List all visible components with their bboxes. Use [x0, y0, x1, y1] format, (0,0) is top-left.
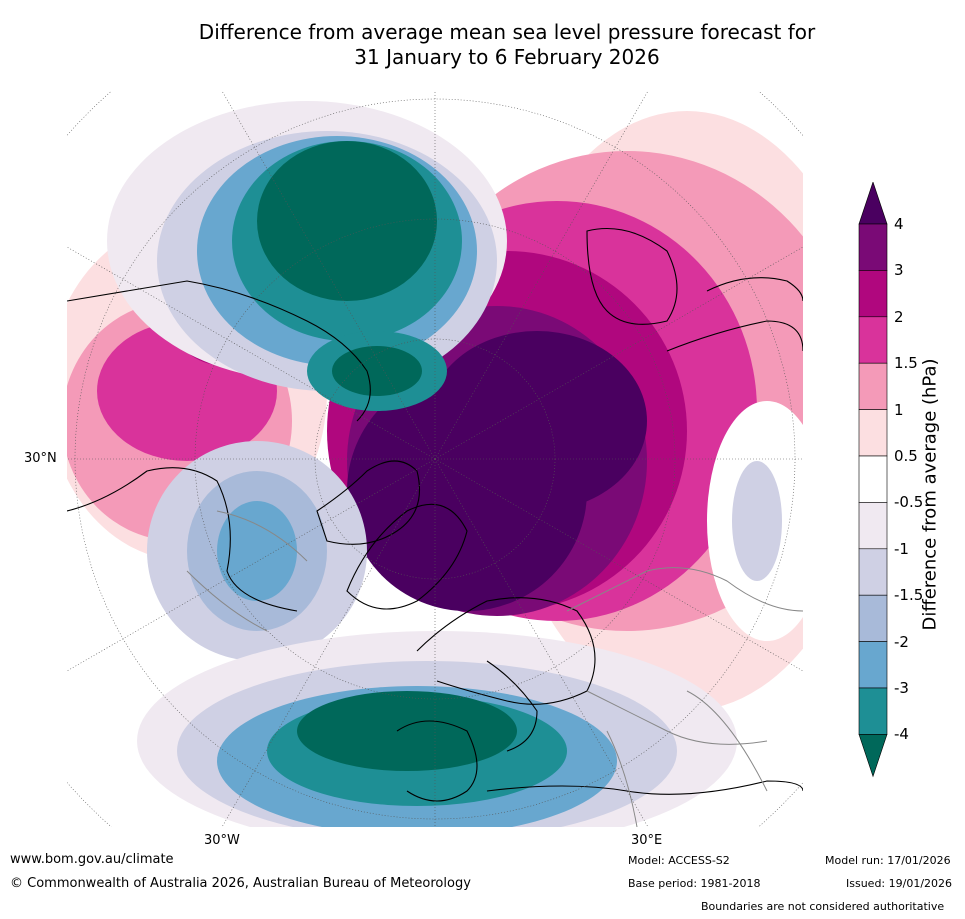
colorbar-tick-label: -1	[894, 539, 909, 558]
footer-disclaimer: Boundaries are not considered authoritat…	[701, 900, 945, 913]
colorbar-tick-label: -2	[894, 632, 909, 651]
footer-issued: Issued: 19/01/2026	[846, 877, 953, 890]
colorbar-tick-label: -4	[894, 725, 909, 744]
graticule	[67, 91, 803, 827]
lat-label-30n: 30°N	[24, 451, 57, 466]
colorbar-swatch	[858, 455, 888, 503]
colorbar: 4 3 2 1.5 1 0.5 -0.5 -1 -1.5 -2 -3 -4	[858, 182, 965, 782]
colorbar-swatch	[858, 270, 888, 318]
colorbar-tick-label: 2	[894, 307, 904, 326]
colorbar-swatch	[858, 641, 888, 689]
footer-model: Model: ACCESS-S2	[628, 854, 730, 867]
title-line-2: 31 January to 6 February 2026	[354, 45, 660, 69]
pressure-anomaly-map	[67, 91, 803, 827]
map-canvas	[67, 91, 803, 827]
colorbar-tick-label: -0.5	[894, 493, 924, 512]
colorbar-swatches	[858, 182, 888, 778]
colorbar-title: Difference from average (hPa)	[919, 358, 941, 631]
lon-label-30w: 30°W	[204, 833, 240, 848]
footer-copyright: © Commonwealth of Australia 2026, Austra…	[10, 876, 471, 891]
coastlines	[67, 228, 803, 802]
colorbar-swatch	[858, 502, 888, 550]
lon-label-30e: 30°E	[631, 833, 663, 848]
colorbar-tick-label: 1.5	[894, 354, 918, 373]
colorbar-tick-label: 3	[894, 261, 904, 280]
colorbar-swatch	[858, 362, 888, 410]
colorbar-tick-label: 0.5	[894, 447, 918, 465]
colorbar-tick-label: 1	[894, 400, 904, 419]
colorbar-swatch	[858, 316, 888, 364]
footer-website[interactable]: www.bom.gov.au/climate	[10, 852, 174, 867]
colorbar-tick-label: 4	[894, 215, 904, 233]
anomaly-field	[67, 101, 803, 827]
footer-base-period: Base period: 1981-2018	[628, 877, 761, 890]
colorbar-swatch	[858, 594, 888, 642]
colorbar-tick-label: -1.5	[894, 586, 924, 605]
country-borders	[186, 510, 803, 827]
colorbar-arrow-min	[858, 734, 888, 778]
colorbar-swatch	[858, 548, 888, 596]
title-line-1: Difference from average mean sea level p…	[198, 20, 816, 44]
colorbar-tick-label: -3	[894, 679, 909, 697]
colorbar-swatch	[858, 409, 888, 457]
chart-title: Difference from average mean sea level p…	[0, 20, 965, 70]
colorbar-swatch	[858, 223, 888, 271]
colorbar-arrow-max	[858, 182, 888, 225]
colorbar-swatch	[858, 687, 888, 735]
footer-model-run: Model run: 17/01/2026	[825, 854, 951, 867]
